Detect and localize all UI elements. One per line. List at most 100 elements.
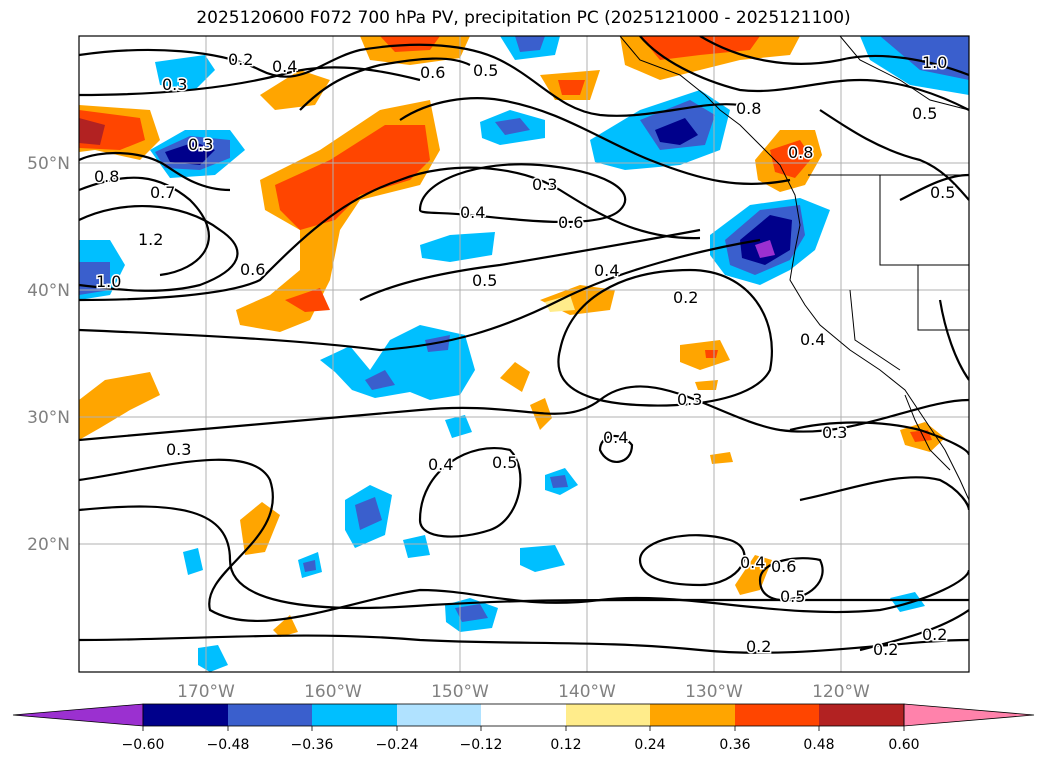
colorbar-segment — [566, 704, 650, 726]
contour-label: 0.8 — [736, 99, 761, 118]
pc-negative-region — [365, 370, 395, 390]
pc-negative-region — [520, 545, 565, 572]
pc-positive-region — [695, 380, 718, 390]
lon-label: 150°W — [431, 682, 489, 702]
pc-negative-region — [303, 560, 316, 572]
colorbar-extend-low — [12, 703, 144, 727]
colorbar-segment — [228, 704, 312, 726]
coastlines — [619, 36, 969, 501]
pc-positive-region — [545, 295, 575, 312]
pc-negative-region — [355, 497, 382, 530]
contour-label: 1.0 — [96, 272, 121, 291]
contour-label: 0.3 — [532, 175, 557, 194]
contour-label: 0.4 — [428, 455, 453, 474]
shading-layer — [79, 36, 969, 672]
pc-positive-region — [285, 288, 330, 312]
lat-label: 20°N — [27, 535, 70, 555]
colorbar-extend-high — [903, 703, 1035, 727]
contour-label: 0.5 — [912, 104, 937, 123]
lon-label: 130°W — [685, 682, 743, 702]
pc-positive-region — [680, 340, 730, 370]
contour-label: 0.8 — [788, 143, 813, 162]
pc-negative-region — [890, 592, 925, 612]
contour-labels: 0.3 0.2 0.4 0.6 0.5 1.0 0.8 0.5 0.3 0.7 … — [93, 49, 957, 661]
chart-title: 2025120600 F072 700 hPa PV, precipitatio… — [196, 8, 851, 28]
pc-negative-region — [445, 415, 472, 438]
pc-positive-region — [705, 350, 718, 358]
lon-label: 140°W — [558, 682, 616, 702]
colorbar-tick-label: −0.24 — [376, 737, 419, 753]
contour-label: 0.2 — [228, 50, 253, 69]
pc-positive-region — [500, 362, 530, 392]
lon-label: 160°W — [304, 682, 362, 702]
colorbar-segment — [481, 704, 566, 726]
pc-negative-region — [403, 535, 430, 558]
pc-negative-region — [515, 36, 545, 52]
contour-label: 0.3 — [677, 390, 702, 409]
contour-label: 0.2 — [873, 640, 898, 659]
contour-label: 0.5 — [930, 183, 955, 202]
lat-label: 40°N — [27, 281, 70, 301]
colorbar: −0.60 −0.48 −0.36 −0.24 −0.12 0.12 0.24 … — [12, 703, 1035, 753]
colorbar-tick-label: −0.36 — [291, 737, 334, 753]
lat-label: 50°N — [27, 154, 70, 174]
colorbar-segment — [650, 704, 735, 726]
colorbar-segment — [312, 704, 397, 726]
contour-label: 1.0 — [922, 53, 947, 72]
colorbar-tick-label: −0.48 — [207, 737, 250, 753]
pc-negative-region — [550, 475, 568, 488]
contour-label: 0.3 — [188, 135, 213, 154]
contour-label: 0.5 — [473, 61, 498, 80]
contour-label: 0.6 — [558, 213, 583, 232]
contour-label: 0.4 — [603, 428, 628, 447]
lon-label: 120°W — [812, 682, 870, 702]
contour-label: 0.3 — [162, 75, 187, 94]
pc-negative-region — [183, 548, 203, 575]
pc-negative-region — [155, 55, 215, 90]
contour-label: 0.2 — [922, 625, 947, 644]
colorbar-segment — [143, 704, 228, 726]
pc-positive-region — [640, 36, 760, 60]
colorbar-tick-label: −0.12 — [460, 737, 503, 753]
lon-label: 170°W — [177, 682, 235, 702]
contour-label: 0.4 — [272, 57, 297, 76]
contour-label: 0.4 — [594, 261, 619, 280]
colorbar-tick-label: 0.60 — [888, 737, 919, 753]
pv-contours — [79, 36, 969, 654]
pc-positive-region — [79, 118, 105, 145]
colorbar-tick-label: 0.12 — [550, 737, 581, 753]
contour-label: 0.5 — [492, 453, 517, 472]
contour-label: 0.5 — [472, 271, 497, 290]
contour-label: 0.8 — [94, 167, 119, 186]
contour-label: 1.2 — [138, 230, 163, 249]
pc-positive-region — [275, 125, 430, 230]
pc-negative-region — [420, 232, 495, 262]
contour-label: 0.7 — [150, 183, 175, 202]
contour-label: 0.4 — [740, 553, 765, 572]
pc-positive-region — [558, 80, 585, 95]
colorbar-segment — [735, 704, 819, 726]
pc-positive-region — [273, 615, 298, 637]
map-frame — [78, 35, 970, 673]
pc-positive-region — [260, 70, 330, 110]
contour-label: 0.6 — [771, 557, 796, 576]
contour-label: 0.3 — [822, 423, 847, 442]
contour-label: 0.6 — [240, 260, 265, 279]
colorbar-frame — [142, 703, 905, 727]
colorbar-tick-label: −0.60 — [122, 737, 165, 753]
pc-negative-region — [880, 36, 969, 80]
contour-label: 0.4 — [800, 330, 825, 349]
pc-negative-region — [455, 604, 488, 622]
pc-negative-region — [755, 240, 775, 258]
pc-negative-region — [495, 118, 530, 135]
pc-negative-region — [740, 215, 792, 265]
colorbar-segment — [819, 704, 904, 726]
colorbar-tick-label: 0.24 — [634, 737, 665, 753]
contour-label: 0.3 — [166, 440, 191, 459]
pc-positive-region — [770, 140, 812, 178]
contour-label: 0.5 — [780, 587, 805, 606]
pc-negative-region — [165, 142, 215, 165]
colorbar-tick-label: 0.48 — [803, 737, 834, 753]
colorbar-segment — [397, 704, 481, 726]
